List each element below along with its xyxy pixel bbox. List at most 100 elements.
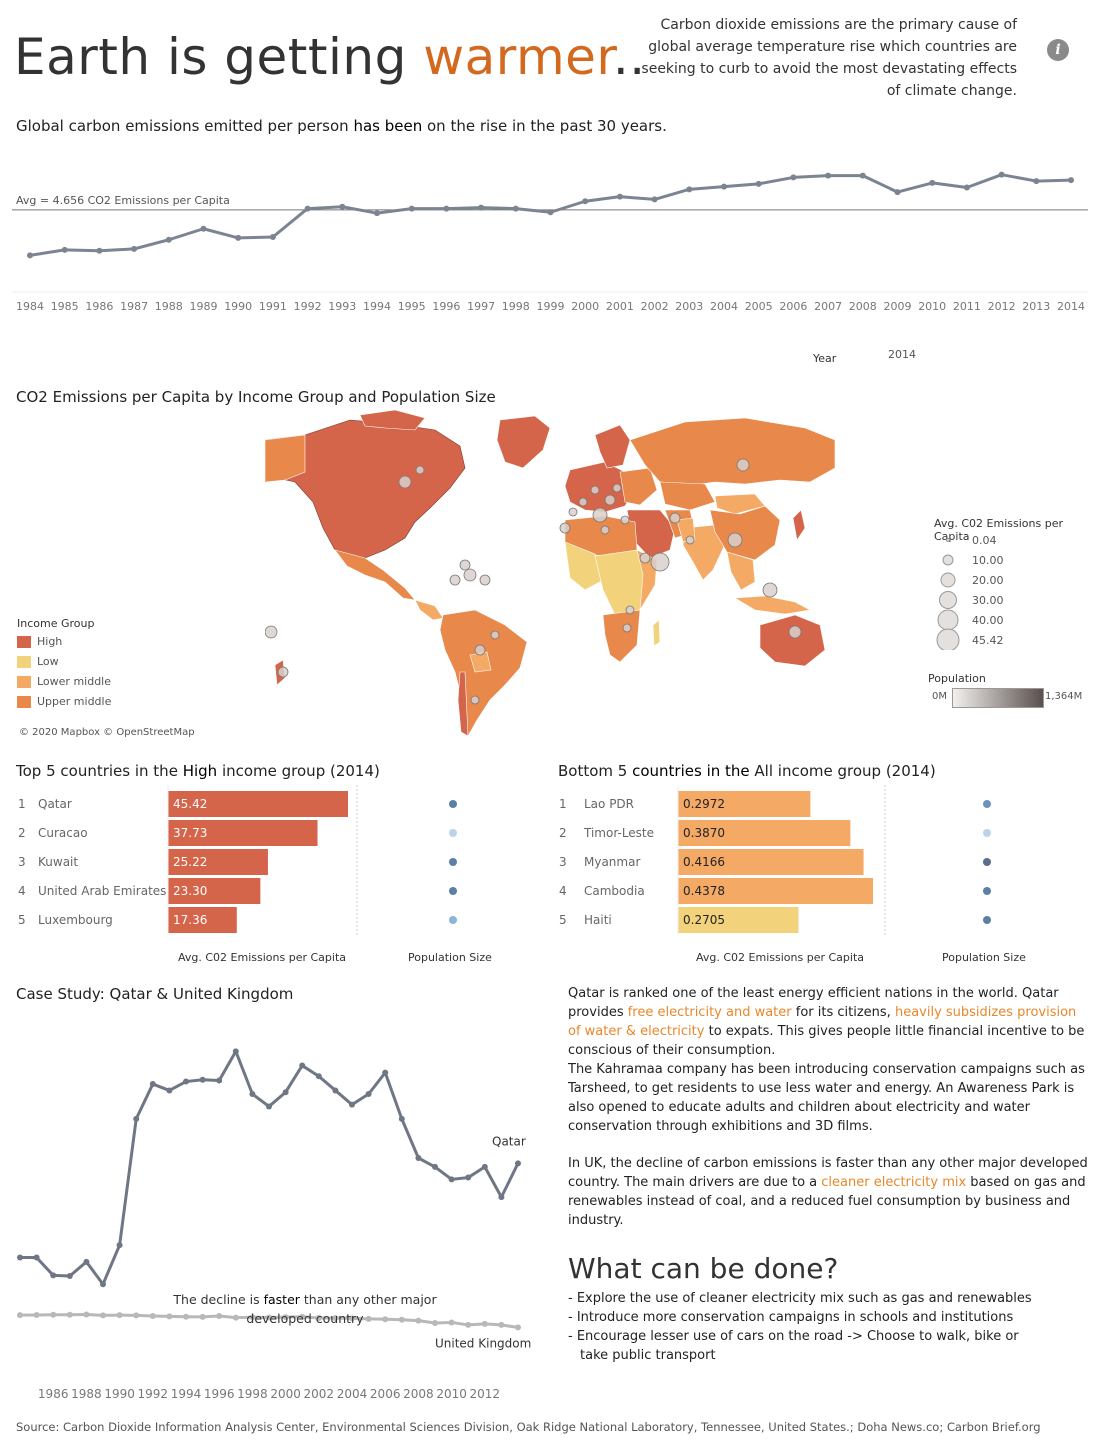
income-legend-item-lower-middle[interactable]: Lower middle: [17, 672, 111, 692]
qatar-text-a: Qatar is ranked one of the least energy …: [568, 986, 1059, 1020]
size-legend-label: 0.04: [972, 534, 997, 547]
legend-label: Upper middle: [37, 695, 112, 708]
map-west-africa: [564, 541, 608, 591]
map-title: CO2 Emissions per Capita by Income Group…: [16, 388, 496, 406]
trend-point: [131, 245, 138, 252]
country-bubble: [685, 535, 695, 545]
map-south-america: [439, 609, 528, 737]
trend-tick-label: 1997: [467, 300, 495, 313]
income-legend-item-upper-middle[interactable]: Upper middle: [17, 692, 111, 712]
case-point: [166, 1087, 173, 1094]
case-point: [66, 1273, 73, 1280]
trend-tick-label: 1996: [432, 300, 460, 313]
population-dot: [983, 858, 991, 866]
case-tick-label: 2006: [370, 1387, 401, 1401]
country-name: Cambodia: [584, 884, 645, 898]
size-legend-circle: [940, 572, 956, 588]
series-label: Qatar: [492, 1134, 526, 1148]
case-point: [133, 1115, 140, 1122]
bottom5-xlabel: Avg. C02 Emissions per Capita: [696, 951, 864, 964]
trend-point: [651, 196, 658, 203]
trend-tick-label: 1994: [363, 300, 391, 313]
case-point: [448, 1319, 455, 1326]
map-greenland: [496, 415, 551, 469]
case-point: [432, 1319, 438, 1326]
trend-tick-label: 1995: [398, 300, 426, 313]
country-bubble: [639, 552, 651, 564]
rank-number: 2: [18, 826, 26, 840]
trend-point: [929, 179, 936, 186]
todo-item: - Encourage lesser use of cars on the ro…: [568, 1329, 1019, 1363]
case-point: [299, 1313, 306, 1320]
trend-point: [1068, 177, 1074, 184]
trend-point: [790, 174, 797, 181]
income-legend-item-high[interactable]: High: [17, 632, 111, 652]
size-legend-circle: [937, 609, 959, 631]
trend-point: [825, 172, 832, 179]
country-bubble: [736, 458, 750, 472]
trend-subtitle: Global carbon emissions emitted per pers…: [16, 117, 667, 135]
qatar-text-c: to expats. This gives people little fina…: [568, 1024, 1085, 1058]
case-point: [465, 1321, 472, 1328]
size-legend-label: 45.42: [972, 634, 1004, 647]
trend-tick-label: 1998: [502, 300, 530, 313]
country-bubble: [590, 485, 600, 495]
size-legend-label: 30.00: [972, 594, 1004, 607]
case-point: [382, 1069, 389, 1076]
income-legend-item-low[interactable]: Low: [17, 652, 111, 672]
case-tick-label: 1988: [71, 1387, 102, 1401]
rank-number: 1: [559, 797, 567, 811]
trend-point: [998, 171, 1005, 178]
country-bubble: [277, 666, 289, 678]
top5-xlabel: Avg. C02 Emissions per Capita: [178, 951, 346, 964]
trend-point: [963, 184, 970, 191]
map-russia: [629, 417, 835, 487]
world-map[interactable]: [265, 410, 835, 742]
series-label: United Kingdom: [435, 1336, 531, 1350]
trend-tick-label: 2008: [849, 300, 877, 313]
annotation-pre: The decline is: [173, 1292, 264, 1307]
map-madagascar: [652, 619, 661, 647]
trend-tick-label: 2012: [988, 300, 1016, 313]
case-tick-label: 1990: [104, 1387, 135, 1401]
trend-point: [374, 210, 380, 217]
case-point: [398, 1316, 405, 1323]
size-legend-label: 20.00: [972, 574, 1004, 587]
trend-selected-year[interactable]: 2014: [888, 348, 916, 361]
subtitle-pre: Global carbon emissions emitted per pers…: [16, 117, 354, 135]
qatar-paragraph-1: Qatar is ranked one of the least energy …: [568, 984, 1088, 1060]
map-central-america: [414, 599, 444, 621]
country-bubble: [592, 507, 608, 523]
case-point: [266, 1103, 272, 1110]
case-point: [515, 1324, 521, 1331]
map-japan: [792, 509, 806, 541]
case-point: [183, 1313, 189, 1320]
country-bubble: [470, 695, 480, 705]
trend-tick-label: 2013: [1022, 300, 1050, 313]
case-point: [398, 1115, 405, 1122]
annotation-bold: faster: [263, 1292, 300, 1307]
case-point: [199, 1313, 206, 1320]
size-legend-circle: [939, 591, 957, 609]
country-bubble: [490, 630, 500, 640]
population-dot: [449, 800, 457, 808]
country-bubble: [604, 494, 616, 506]
case-point: [365, 1091, 372, 1097]
rank-number: 2: [559, 826, 567, 840]
country-name: Kuwait: [38, 855, 78, 869]
case-point: [332, 1315, 339, 1321]
uk-text-a: In UK, the decline of carbon emissions i…: [568, 1156, 1088, 1190]
case-point: [415, 1155, 422, 1161]
trend-tick-label: 2001: [606, 300, 634, 313]
map-attribution[interactable]: © 2020 Mapbox © OpenStreetMap: [19, 727, 195, 738]
top5-title-hl: High: [182, 762, 218, 780]
map-mongolia: [714, 493, 766, 515]
trend-tick-label: 1990: [224, 300, 252, 313]
case-point: [315, 1073, 322, 1080]
bar-value-label: 45.42: [173, 797, 207, 811]
trend-tick-label: 2011: [953, 300, 981, 313]
emission-bar: [168, 878, 261, 904]
qatar-highlight-2: heavily subsidizes provision of water & …: [568, 1005, 1077, 1039]
info-icon[interactable]: i: [1047, 39, 1069, 61]
